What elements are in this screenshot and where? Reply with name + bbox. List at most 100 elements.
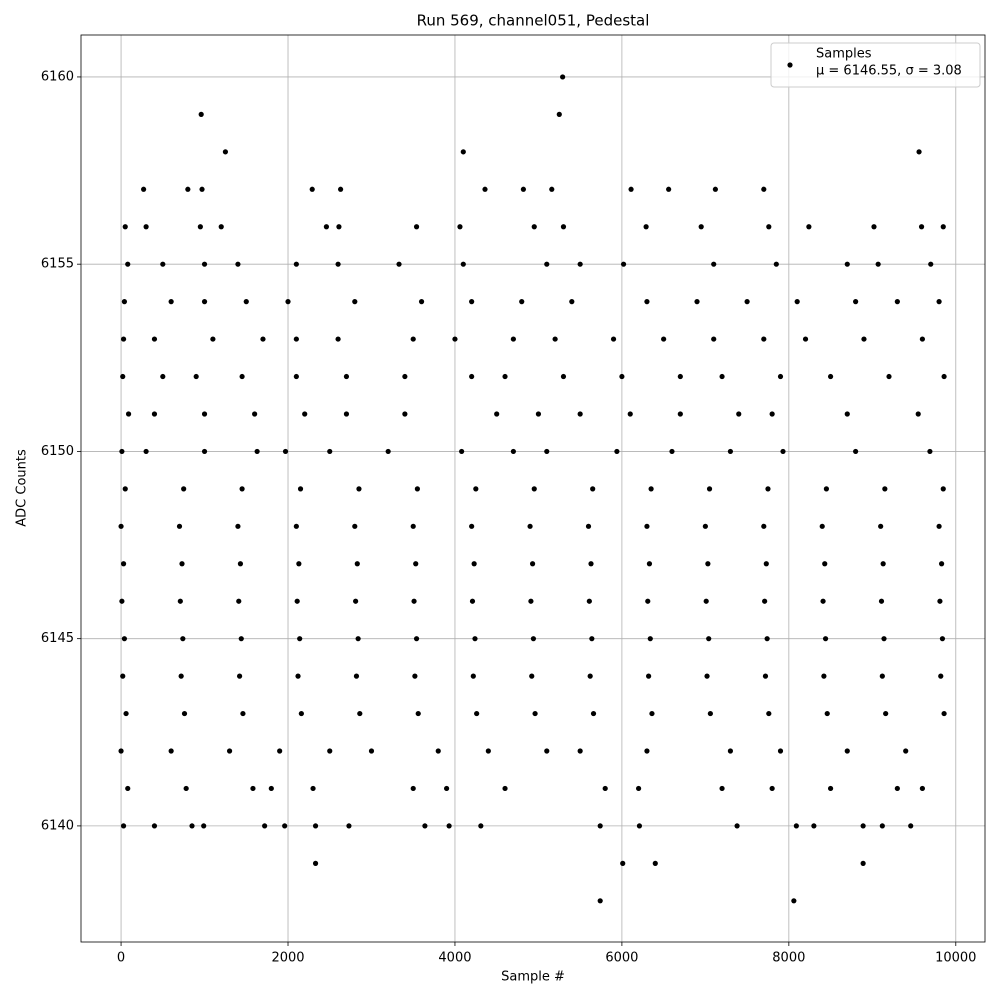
point — [469, 598, 476, 604]
point — [410, 336, 416, 342]
point — [510, 336, 516, 342]
point — [844, 411, 850, 417]
point — [894, 299, 900, 305]
point — [861, 336, 867, 342]
point — [268, 785, 274, 792]
point — [125, 261, 131, 267]
point — [560, 224, 567, 230]
point — [143, 224, 149, 230]
point — [711, 336, 717, 342]
y-tick-label: 6145 — [41, 631, 74, 646]
point — [471, 561, 477, 567]
point — [240, 710, 246, 717]
point — [744, 299, 750, 305]
point — [597, 898, 603, 904]
point — [235, 523, 241, 529]
point — [552, 336, 558, 342]
point — [282, 823, 288, 829]
point — [201, 299, 208, 305]
point — [940, 224, 946, 230]
point — [881, 636, 887, 642]
point — [120, 673, 126, 679]
point — [414, 486, 420, 492]
point — [644, 299, 650, 305]
point — [343, 373, 350, 380]
point — [385, 448, 391, 455]
point — [765, 486, 771, 492]
point — [118, 748, 124, 754]
y-tick-label: 6150 — [41, 444, 74, 459]
legend-label: Samples — [816, 47, 872, 62]
point — [820, 598, 826, 604]
point — [711, 261, 717, 267]
point — [529, 561, 536, 567]
point — [793, 823, 799, 829]
point — [763, 561, 769, 567]
point — [201, 261, 208, 267]
point — [694, 299, 700, 305]
point — [252, 411, 258, 417]
point — [936, 299, 942, 305]
point — [882, 486, 888, 492]
point — [903, 748, 909, 754]
point — [871, 224, 877, 230]
point — [627, 411, 633, 417]
x-tick-label: 4000 — [438, 951, 471, 966]
point — [528, 598, 534, 604]
point — [413, 636, 420, 642]
point — [197, 224, 203, 230]
point — [222, 149, 229, 155]
point — [260, 336, 266, 342]
point — [474, 710, 480, 717]
point — [707, 710, 713, 717]
point — [530, 636, 537, 642]
point — [239, 486, 245, 492]
point — [939, 636, 946, 642]
point — [189, 823, 195, 829]
point — [705, 561, 711, 567]
point — [827, 373, 834, 380]
point — [587, 673, 593, 679]
point — [766, 224, 772, 230]
point — [418, 299, 425, 305]
point — [879, 823, 885, 829]
point — [120, 561, 127, 567]
point — [936, 523, 942, 529]
legend: Samples μ = 6146.55, σ = 3.08 — [770, 42, 981, 88]
point — [254, 448, 260, 455]
point — [844, 748, 850, 754]
point — [510, 448, 516, 455]
point — [706, 486, 713, 492]
point — [652, 860, 658, 866]
point — [827, 785, 834, 792]
point — [238, 636, 244, 642]
point — [293, 523, 299, 529]
point — [277, 748, 283, 754]
point — [444, 785, 450, 792]
point — [502, 785, 508, 792]
point — [764, 636, 770, 642]
point — [160, 261, 166, 267]
point — [602, 785, 608, 792]
x-tick-label: 10000 — [935, 951, 976, 966]
point — [354, 561, 360, 567]
point — [527, 523, 533, 529]
point — [293, 373, 299, 380]
point — [879, 673, 885, 679]
point — [179, 561, 185, 567]
point — [883, 710, 889, 717]
point — [811, 823, 817, 829]
point — [285, 299, 291, 305]
point — [237, 561, 244, 567]
point — [298, 710, 304, 717]
point — [769, 411, 775, 417]
point — [531, 224, 537, 230]
point — [446, 823, 452, 829]
point — [610, 336, 617, 342]
point — [343, 411, 350, 417]
point — [560, 373, 567, 380]
point — [614, 448, 620, 455]
point — [250, 785, 256, 792]
point — [761, 523, 767, 529]
